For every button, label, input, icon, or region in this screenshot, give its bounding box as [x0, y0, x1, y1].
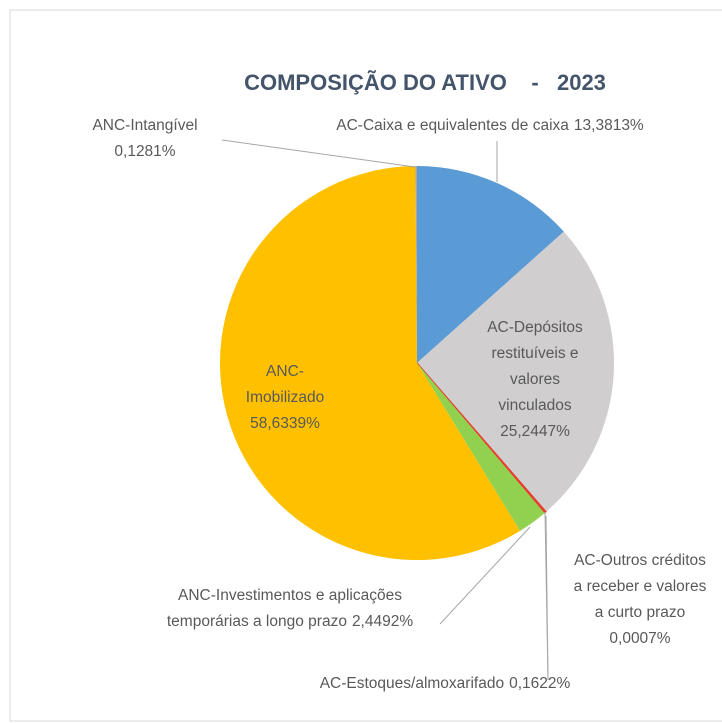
value-label: 25,2447% [500, 423, 570, 440]
chart-title: COMPOSIÇÃO DO ATIVO - 2023 [244, 70, 606, 95]
category-label: ANC-Investimentos e aplicações temporária… [167, 587, 402, 630]
pie-slice [219, 166, 521, 560]
value-label: 58,6339% [250, 415, 320, 432]
label-line: AC-Caixa e equivalentes de caixa [336, 117, 569, 134]
label-line: ANC-Intangível [92, 117, 197, 134]
label-line: vinculados [498, 397, 571, 414]
leader-line [544, 511, 549, 681]
value-label: 0,1622% [509, 675, 570, 692]
label-line: temporárias a longo prazo [167, 613, 347, 630]
category-label: AC-Estoques/almoxarifado [320, 675, 504, 692]
pie-slice [417, 166, 564, 363]
label-line: AC-Outros créditos [574, 552, 706, 569]
pie-slice [417, 231, 615, 512]
pie-slice [417, 363, 545, 531]
value-label: 2,4492% [352, 613, 413, 630]
value-label: 0,0007% [609, 630, 670, 647]
leader-line [439, 526, 531, 625]
leader-line [221, 139, 416, 168]
label-line: Imobilizado [246, 389, 324, 406]
label-line: a curto prazo [595, 604, 685, 621]
category-label: AC-Outros créditos a receber e valores a c… [574, 552, 707, 621]
pie-slice [415, 166, 417, 363]
label-line: AC-Depósitos [487, 319, 583, 336]
value-label: 0,1281% [114, 143, 175, 160]
category-label: ANC- Imobilizado [246, 363, 324, 406]
label-line: restituíveis e [491, 345, 578, 362]
label-line: AC-Estoques/almoxarifado [320, 675, 504, 692]
value-label: 13,3813% [574, 117, 644, 134]
label-line: ANC-Investimentos e aplicações [178, 587, 402, 604]
label-line: ANC- [266, 363, 304, 380]
category-label: ANC-Intangível [92, 117, 197, 134]
category-label: AC-Depósitos restituíveis e valores vincula… [487, 319, 583, 414]
category-label: AC-Caixa e equivalentes de caixa [336, 117, 569, 134]
label-line: a receber e valores [574, 578, 707, 595]
label-line: valores [510, 371, 560, 388]
